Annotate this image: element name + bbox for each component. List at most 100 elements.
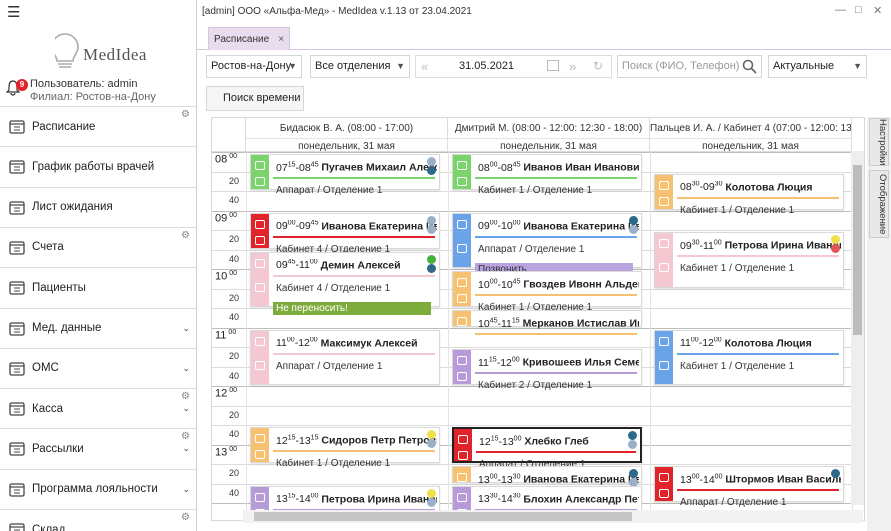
- sidebar: ☰ MedIdea 9 Пользователь: admin Филиал: …: [0, 0, 197, 531]
- nav-item[interactable]: Программа лояльности ⌄: [0, 468, 196, 509]
- appointment-card[interactable]: 1000-1045 Гвоздев Ивонн Альдей Кабинет 1 …: [452, 271, 642, 313]
- grid-line: [212, 152, 852, 153]
- status-dot-icon: [629, 469, 638, 478]
- appointment-time-patient: 1315-1400 Петрова Ирина Иванов: [276, 493, 437, 506]
- warehouse-icon: [2, 510, 32, 531]
- appointment-card[interactable]: 0830-0930 Колотова Люция Кабинет 1 / Отде…: [654, 173, 844, 216]
- gear-icon[interactable]: ⚙: [181, 512, 190, 523]
- appointment-card[interactable]: 1100-1200 Колотова Люция Кабинет 1 / Отде…: [654, 329, 844, 385]
- double-chevron-left-icon[interactable]: «: [421, 59, 429, 74]
- appointment-card[interactable]: 0945-1100 Демин Алексей Кабинет 4 / Отдел…: [250, 251, 440, 315]
- nav-item[interactable]: ОМС ⌄: [0, 347, 196, 388]
- chevron-down-icon: ▼: [853, 61, 862, 71]
- appointment-card[interactable]: 1300-1400 Штормов Иван Василь Аппарат / О…: [654, 466, 844, 520]
- appointment-time-patient: 0930-1100 Петрова Ирина Иванов: [680, 239, 841, 252]
- appointment-card[interactable]: 1215-1315 Сидоров Петр Петрови Кабинет 1 …: [250, 427, 440, 469]
- status-underline: [677, 255, 839, 257]
- nav-item[interactable]: График работы врачей: [0, 146, 196, 186]
- chevron-down-icon: ⌄: [182, 362, 190, 373]
- calendar-icon: [255, 219, 265, 229]
- appointment-card[interactable]: 1100-1200 Максимук Алексей Аппарат / Отде…: [250, 329, 440, 385]
- search-icon[interactable]: [742, 59, 757, 74]
- status-strip: [251, 252, 269, 306]
- settings-tab[interactable]: Настройки: [869, 118, 889, 166]
- status-dot-icon: [831, 235, 840, 244]
- appointment-place: Кабинет 1 / Отделение 1: [680, 263, 795, 274]
- appointment-place: Кабинет 1 / Отделение 1: [680, 204, 795, 216]
- patient-name: Максимук Алексей: [317, 337, 418, 349]
- status-dot-icon: [629, 478, 638, 487]
- status-strip: [453, 213, 471, 267]
- bell-icon[interactable]: [6, 80, 20, 96]
- device-icon: [458, 451, 468, 460]
- calendar-icon: [659, 180, 669, 190]
- city-select[interactable]: Ростов-на-Дону ▼: [206, 55, 302, 78]
- gear-icon[interactable]: ⚙: [181, 431, 190, 443]
- appointment-card[interactable]: 0800-0845 Иванов Иван Иванович Кабинет 1 …: [452, 154, 642, 196]
- status-dot-icon: [831, 244, 840, 253]
- appointment-card[interactable]: 0930-1100 Петрова Ирина Иванов Кабинет 1 …: [654, 232, 844, 288]
- display-tab[interactable]: Отображение: [869, 170, 889, 238]
- date-value[interactable]: 31.05.2021: [459, 60, 515, 72]
- nav-item[interactable]: Счета ⚙: [0, 226, 196, 267]
- maximize-button[interactable]: □: [855, 4, 862, 16]
- minute-label: 20: [229, 175, 240, 186]
- status-strip: [655, 330, 673, 384]
- time-search-button[interactable]: Поиск времени: [206, 86, 304, 111]
- gear-icon[interactable]: ⚙: [181, 229, 190, 241]
- double-chevron-right-icon[interactable]: »: [569, 59, 577, 74]
- patient-name: Сидоров Петр Петрови: [318, 434, 437, 447]
- appointment-card[interactable]: 0715-0845 Пугачев Михаил Алекс Аппарат / …: [250, 154, 440, 196]
- close-tab-icon[interactable]: ×: [278, 34, 285, 45]
- search-input[interactable]: Поиск (ФИО, Телефон): [617, 55, 762, 78]
- patient-name: Демин Алексей: [317, 259, 401, 271]
- title-bar: [admin] ООО «Альфа-Мед» - MedIdea v.1.13…: [197, 0, 891, 24]
- nav-item[interactable]: Лист ожидания: [0, 186, 196, 227]
- appointment-card[interactable]: 0900-0945 Иванова Екатерина Ив Кабинет 4 …: [250, 212, 440, 255]
- department-select[interactable]: Все отделения ▼: [310, 55, 410, 78]
- nav-item[interactable]: Касса ⚙ ⌄: [0, 388, 196, 428]
- device-icon: [255, 177, 265, 186]
- appointment-card[interactable]: 1115-1200 Кривошеев Илья Семен Кабинет 2 …: [452, 349, 642, 391]
- appointment-card[interactable]: 0900-1000 Иванова Екатерина Ив Аппарат / …: [452, 212, 642, 276]
- nav-item[interactable]: Расписание ⚙: [0, 106, 196, 146]
- refresh-icon[interactable]: ↻: [593, 59, 604, 73]
- schedule-grid: Бидасюк В. А. (08:00 - 17:00) понедельник…: [211, 117, 865, 521]
- status-dot-icon: [427, 254, 436, 264]
- nav-item[interactable]: Рассылки ⚙ ⌄: [0, 428, 196, 468]
- logo-text: MedIdea: [83, 45, 147, 64]
- hour-label: 11 00: [215, 328, 237, 342]
- appointment-card[interactable]: 1215-1300 Хлебко Глеб Аппарат / Отделение…: [452, 427, 642, 470]
- chevron-down-icon: ⌄: [182, 322, 190, 333]
- horizontal-scrollbar[interactable]: [243, 510, 863, 523]
- close-window-button[interactable]: ✕: [873, 5, 883, 17]
- appointment-card[interactable]: 1045-1115 Мерканов Истислав Ив: [452, 310, 642, 335]
- tab-schedule[interactable]: Расписание ×: [208, 27, 291, 50]
- appointment-card[interactable]: 1300-1330 Иванова Екатерина Ив: [452, 466, 642, 491]
- appointment-time-patient: 0800-0845 Иванов Иван Иванович: [478, 161, 639, 174]
- minimize-button[interactable]: —: [835, 4, 846, 16]
- vertical-scrollbar[interactable]: [851, 151, 864, 505]
- calendar-picker-icon[interactable]: [547, 60, 559, 71]
- tab-label: Расписание: [214, 34, 270, 45]
- status-underline: [677, 196, 839, 199]
- scroll-thumb[interactable]: [853, 165, 862, 335]
- nav-item[interactable]: Мед. данные ⌄: [0, 307, 196, 348]
- hamburger-menu-icon[interactable]: ☰: [7, 4, 21, 21]
- patient-name: Колотова Люция: [722, 181, 813, 193]
- status-underline: [476, 451, 636, 453]
- status-underline: [677, 489, 839, 491]
- status-strip: [251, 213, 269, 248]
- nav-item[interactable]: Пациенты: [0, 267, 196, 307]
- scroll-thumb[interactable]: [254, 512, 632, 521]
- nav-item[interactable]: Склад ⚙: [0, 509, 196, 531]
- device-icon: [255, 282, 265, 292]
- status-underline: [475, 333, 637, 335]
- gear-icon[interactable]: ⚙: [181, 109, 190, 120]
- device-icon: [255, 450, 265, 459]
- gear-icon[interactable]: ⚙: [181, 391, 190, 403]
- status-select[interactable]: Актуальные ▼: [768, 55, 867, 78]
- status-value: Актуальные: [773, 60, 835, 72]
- appointment-time-patient: 1330-1430 Блохин Александр Петр: [478, 493, 639, 506]
- appointment-place: Аппарат / Отделение 1: [478, 243, 585, 255]
